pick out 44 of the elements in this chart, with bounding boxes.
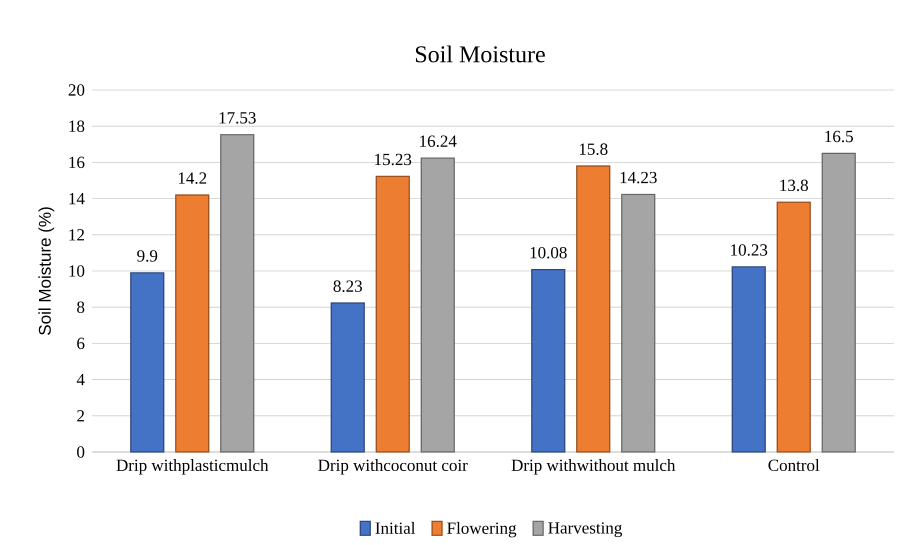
bar: [175, 194, 210, 453]
data-label: 9.9: [137, 250, 158, 262]
chart-title: Soil Moisture: [416, 46, 545, 63]
bar: [531, 269, 566, 453]
data-label: 15.8: [580, 144, 608, 156]
y-tick-label: 2: [77, 410, 84, 422]
x-tick-label: Drip withwithout mulch: [512, 459, 676, 475]
x-tick-label: Drip withplasticmulch: [116, 459, 268, 475]
y-tick-label: 6: [77, 338, 84, 350]
bar: [822, 152, 856, 453]
y-tick-label: 12: [69, 229, 84, 241]
y-tick-label: 4: [76, 374, 85, 386]
data-label: 13.8: [780, 180, 808, 192]
legend-label: Flowering: [447, 522, 516, 538]
bar: [220, 134, 254, 453]
y-tick-label: 0: [77, 446, 84, 458]
data-label: 14.23: [620, 172, 657, 184]
data-label: 17.53: [220, 112, 256, 124]
y-tick-label: 10: [69, 265, 84, 277]
data-label: 8.23: [334, 280, 362, 292]
y-tick-label: 20: [68, 84, 84, 96]
bar: [330, 302, 365, 453]
y-tick-label: 14: [69, 193, 85, 204]
bar: [621, 194, 656, 453]
bar: [130, 272, 164, 453]
y-axis-title: Soil Moisture (%): [38, 208, 54, 336]
data-label: 15.23: [375, 154, 412, 166]
bar: [776, 202, 811, 453]
y-tick-label: 8: [77, 302, 84, 314]
legend-label: Initial: [375, 522, 416, 534]
data-label: 16.24: [420, 136, 457, 148]
bar: [376, 176, 410, 453]
bar: [576, 166, 610, 453]
y-tick-label: 18: [69, 120, 84, 132]
x-tick-label: Control: [768, 459, 820, 472]
data-label: 14.2: [178, 172, 206, 184]
data-label: 10.23: [731, 244, 768, 256]
legend-label: Harvesting: [548, 522, 622, 538]
data-label: 10.08: [530, 247, 567, 259]
bar: [420, 158, 455, 453]
y-tick-label: 16: [69, 156, 84, 168]
data-label: 16.5: [825, 130, 853, 142]
x-tick-label: Drip withcoconut coir: [318, 459, 468, 475]
bar: [732, 266, 766, 453]
